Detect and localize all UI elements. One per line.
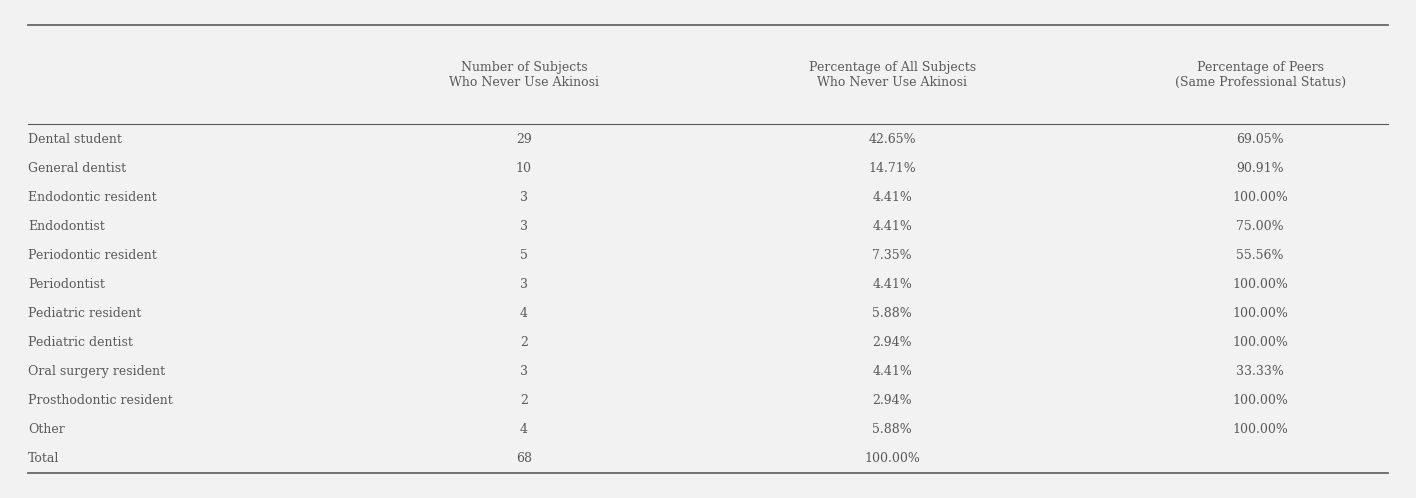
- Text: 4.41%: 4.41%: [872, 365, 912, 378]
- Text: 55.56%: 55.56%: [1236, 249, 1284, 262]
- Text: 10: 10: [515, 161, 532, 175]
- Text: 3: 3: [520, 220, 528, 233]
- Text: Endodontist: Endodontist: [28, 220, 105, 233]
- Text: 3: 3: [520, 365, 528, 378]
- Text: Number of Subjects
Who Never Use Akinosi: Number of Subjects Who Never Use Akinosi: [449, 61, 599, 89]
- Text: 5: 5: [520, 249, 528, 262]
- Text: 100.00%: 100.00%: [864, 452, 920, 465]
- Text: Prosthodontic resident: Prosthodontic resident: [28, 394, 173, 407]
- Text: 100.00%: 100.00%: [1232, 336, 1289, 349]
- Text: Endodontic resident: Endodontic resident: [28, 191, 157, 204]
- Text: 75.00%: 75.00%: [1236, 220, 1284, 233]
- Text: Periodontist: Periodontist: [28, 278, 105, 291]
- Text: 4.41%: 4.41%: [872, 220, 912, 233]
- Text: 3: 3: [520, 278, 528, 291]
- Text: Dental student: Dental student: [28, 132, 122, 145]
- Text: 90.91%: 90.91%: [1236, 161, 1284, 175]
- Text: 5.88%: 5.88%: [872, 307, 912, 320]
- Text: 29: 29: [515, 132, 532, 145]
- Text: 100.00%: 100.00%: [1232, 307, 1289, 320]
- Text: Oral surgery resident: Oral surgery resident: [28, 365, 166, 378]
- Text: 100.00%: 100.00%: [1232, 394, 1289, 407]
- Text: Percentage of All Subjects
Who Never Use Akinosi: Percentage of All Subjects Who Never Use…: [809, 61, 976, 89]
- Text: Other: Other: [28, 423, 65, 436]
- Text: 2: 2: [520, 394, 528, 407]
- Text: 100.00%: 100.00%: [1232, 423, 1289, 436]
- Text: 4: 4: [520, 423, 528, 436]
- Text: 5.88%: 5.88%: [872, 423, 912, 436]
- Text: 4.41%: 4.41%: [872, 278, 912, 291]
- Text: Pediatric resident: Pediatric resident: [28, 307, 142, 320]
- Text: 100.00%: 100.00%: [1232, 278, 1289, 291]
- Text: 2.94%: 2.94%: [872, 336, 912, 349]
- Text: 14.71%: 14.71%: [868, 161, 916, 175]
- Text: 2.94%: 2.94%: [872, 394, 912, 407]
- Text: 33.33%: 33.33%: [1236, 365, 1284, 378]
- Text: 7.35%: 7.35%: [872, 249, 912, 262]
- Text: 3: 3: [520, 191, 528, 204]
- Text: 42.65%: 42.65%: [868, 132, 916, 145]
- Text: 4: 4: [520, 307, 528, 320]
- Text: Total: Total: [28, 452, 59, 465]
- Text: 100.00%: 100.00%: [1232, 191, 1289, 204]
- Text: Periodontic resident: Periodontic resident: [28, 249, 157, 262]
- Text: 68: 68: [515, 452, 532, 465]
- Text: 2: 2: [520, 336, 528, 349]
- Text: General dentist: General dentist: [28, 161, 126, 175]
- Text: 4.41%: 4.41%: [872, 191, 912, 204]
- Text: Percentage of Peers
(Same Professional Status): Percentage of Peers (Same Professional S…: [1175, 61, 1345, 89]
- Text: Pediatric dentist: Pediatric dentist: [28, 336, 133, 349]
- Text: 69.05%: 69.05%: [1236, 132, 1284, 145]
